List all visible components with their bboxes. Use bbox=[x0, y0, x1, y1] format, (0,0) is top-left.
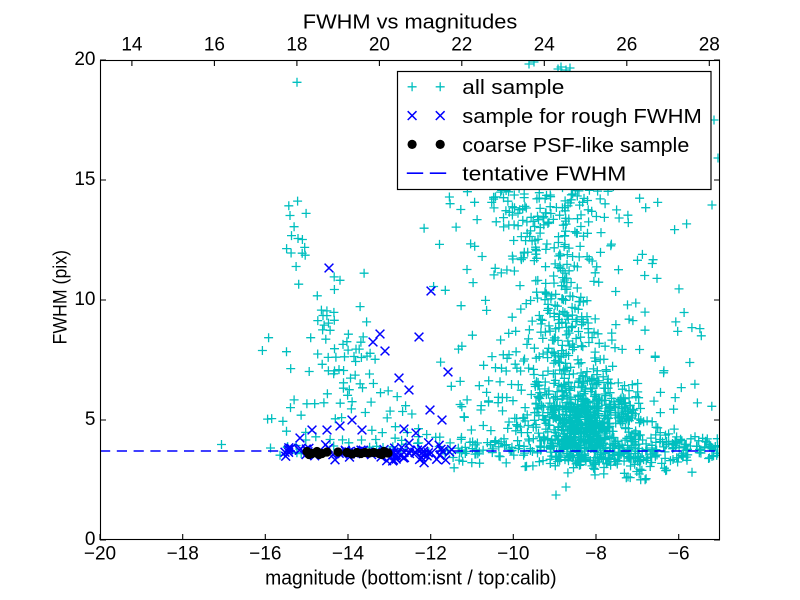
svg-text:10: 10 bbox=[74, 289, 95, 310]
svg-text:22: 22 bbox=[451, 34, 472, 55]
svg-text:−12: −12 bbox=[415, 544, 447, 565]
svg-text:−6: −6 bbox=[668, 544, 690, 565]
svg-text:−18: −18 bbox=[167, 544, 199, 565]
svg-text:FWHM vs magnitudes: FWHM vs magnitudes bbox=[303, 12, 518, 34]
svg-text:5: 5 bbox=[85, 409, 96, 430]
svg-text:−16: −16 bbox=[249, 544, 281, 565]
svg-text:26: 26 bbox=[616, 34, 637, 55]
svg-text:sample for rough FWHM: sample for rough FWHM bbox=[462, 106, 702, 128]
svg-text:−20: −20 bbox=[84, 544, 116, 565]
svg-text:20: 20 bbox=[369, 34, 390, 55]
svg-text:14: 14 bbox=[121, 34, 143, 55]
svg-text:coarse PSF-like sample: coarse PSF-like sample bbox=[462, 135, 689, 157]
svg-text:24: 24 bbox=[534, 34, 556, 55]
svg-text:tentative FWHM: tentative FWHM bbox=[462, 164, 626, 186]
svg-text:−14: −14 bbox=[332, 544, 365, 565]
svg-text:all sample: all sample bbox=[462, 77, 564, 99]
svg-text:16: 16 bbox=[204, 34, 225, 55]
svg-text:15: 15 bbox=[74, 169, 95, 190]
svg-text:20: 20 bbox=[74, 49, 95, 70]
svg-text:18: 18 bbox=[286, 34, 307, 55]
svg-text:28: 28 bbox=[699, 34, 720, 55]
svg-text:−10: −10 bbox=[497, 544, 529, 565]
svg-text:magnitude (bottom:isnt / top:c: magnitude (bottom:isnt / top:calib) bbox=[265, 568, 556, 590]
svg-text:−8: −8 bbox=[585, 544, 607, 565]
svg-text:FWHM (pix): FWHM (pix) bbox=[51, 250, 72, 345]
svg-text:0: 0 bbox=[85, 529, 96, 550]
